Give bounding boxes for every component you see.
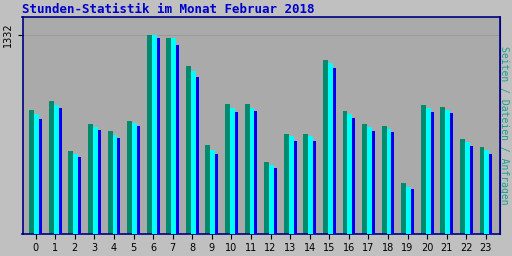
Bar [59, 108, 61, 233]
Bar [303, 134, 308, 233]
Bar [425, 108, 431, 233]
Bar [176, 45, 179, 233]
Bar [264, 162, 269, 233]
Bar [117, 138, 120, 233]
Bar [372, 131, 375, 233]
Bar [215, 154, 218, 233]
Bar [465, 142, 470, 233]
Bar [88, 124, 93, 233]
Bar [387, 129, 392, 233]
Bar [152, 35, 157, 233]
Bar [406, 187, 411, 233]
Bar [362, 124, 367, 233]
Bar [249, 108, 254, 233]
Bar [328, 63, 333, 233]
Bar [147, 35, 152, 233]
Bar [421, 105, 425, 233]
Bar [132, 123, 137, 233]
Bar [352, 118, 355, 233]
Y-axis label: Seiten / Dateien / Anfragen: Seiten / Dateien / Anfragen [499, 46, 509, 205]
Bar [401, 184, 406, 233]
Bar [191, 71, 196, 233]
Bar [186, 66, 191, 233]
Bar [157, 38, 160, 233]
Bar [308, 136, 313, 233]
Bar [460, 140, 465, 233]
Bar [343, 111, 348, 233]
Bar [313, 141, 316, 233]
Bar [254, 111, 258, 233]
Bar [127, 121, 132, 233]
Bar [392, 132, 394, 233]
Bar [440, 107, 445, 233]
Bar [235, 112, 238, 233]
Bar [49, 101, 54, 233]
Bar [470, 146, 473, 233]
Bar [230, 108, 235, 233]
Bar [137, 126, 140, 233]
Bar [245, 104, 249, 233]
Bar [450, 113, 453, 233]
Bar [34, 114, 39, 233]
Bar [411, 189, 414, 233]
Bar [225, 104, 230, 233]
Bar [333, 68, 336, 233]
Bar [171, 38, 176, 233]
Bar [445, 110, 450, 233]
Bar [323, 59, 328, 233]
Bar [367, 127, 372, 233]
Bar [113, 135, 117, 233]
Bar [293, 141, 296, 233]
Bar [284, 134, 289, 233]
Bar [108, 131, 113, 233]
Bar [73, 154, 78, 233]
Bar [210, 150, 215, 233]
Bar [205, 145, 210, 233]
Bar [381, 126, 387, 233]
Bar [166, 38, 171, 233]
Bar [431, 112, 434, 233]
Bar [289, 136, 293, 233]
Bar [489, 154, 492, 233]
Bar [54, 105, 59, 233]
Bar [274, 168, 277, 233]
Bar [93, 127, 98, 233]
Bar [196, 77, 199, 233]
Bar [39, 119, 42, 233]
Bar [98, 131, 101, 233]
Bar [348, 114, 352, 233]
Text: Stunden-Statistik im Monat Februar 2018: Stunden-Statistik im Monat Februar 2018 [23, 3, 315, 16]
Bar [69, 151, 73, 233]
Bar [269, 165, 274, 233]
Bar [29, 110, 34, 233]
Bar [484, 150, 489, 233]
Bar [480, 147, 484, 233]
Bar [78, 157, 81, 233]
